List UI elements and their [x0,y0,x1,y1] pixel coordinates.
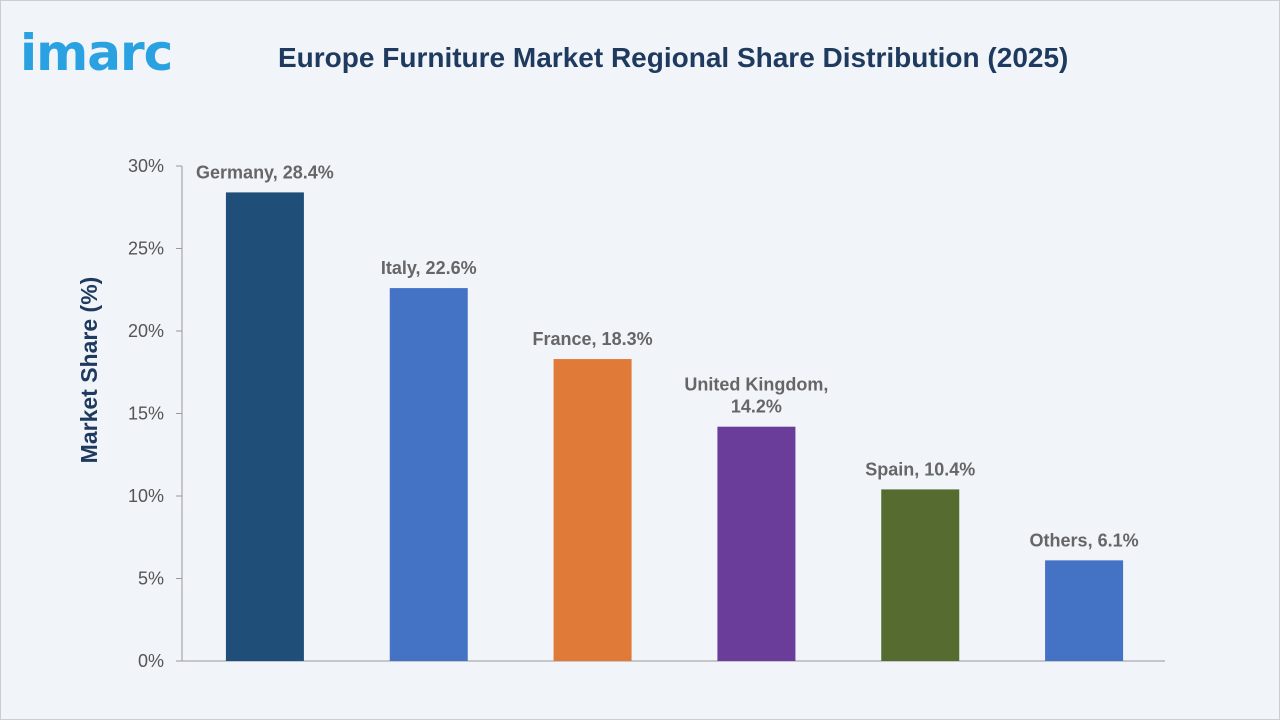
bars [225,192,1124,661]
y-tick-label: 15% [128,404,164,424]
imarc-logo: imarc [20,24,210,80]
data-label: France, 18.3% [533,329,653,349]
data-label: United Kingdom, 14.2% [684,375,828,417]
data-label: Italy, 22.6% [381,258,477,278]
data-labels: Germany, 28.4% Italy, 22.6% France, 18.3% U… [196,162,1139,550]
y-axis: 0% 5% 10% 15% 20% 25% 30% [128,156,1165,671]
bar-united-kingdom [717,426,796,661]
bar-france [553,359,632,661]
y-tick-label: 30% [128,156,164,176]
bar-others [1045,560,1124,661]
y-tick-label: 5% [138,569,164,589]
y-tick-label: 10% [128,486,164,506]
y-tick-label: 20% [128,321,164,341]
bar-spain [881,489,960,661]
data-label: Germany, 28.4% [196,162,334,182]
logo-text: imarc [20,24,173,82]
data-label: Others, 6.1% [1030,530,1139,550]
y-axis-label: Market Share (%) [76,277,102,464]
y-tick-label: 25% [128,239,164,259]
y-tick-label: 0% [138,651,164,671]
chart-title: Europe Furniture Market Regional Share D… [278,42,1069,73]
data-label: Spain, 10.4% [865,459,975,479]
bar-germany [225,192,304,661]
bar-italy [389,288,468,661]
